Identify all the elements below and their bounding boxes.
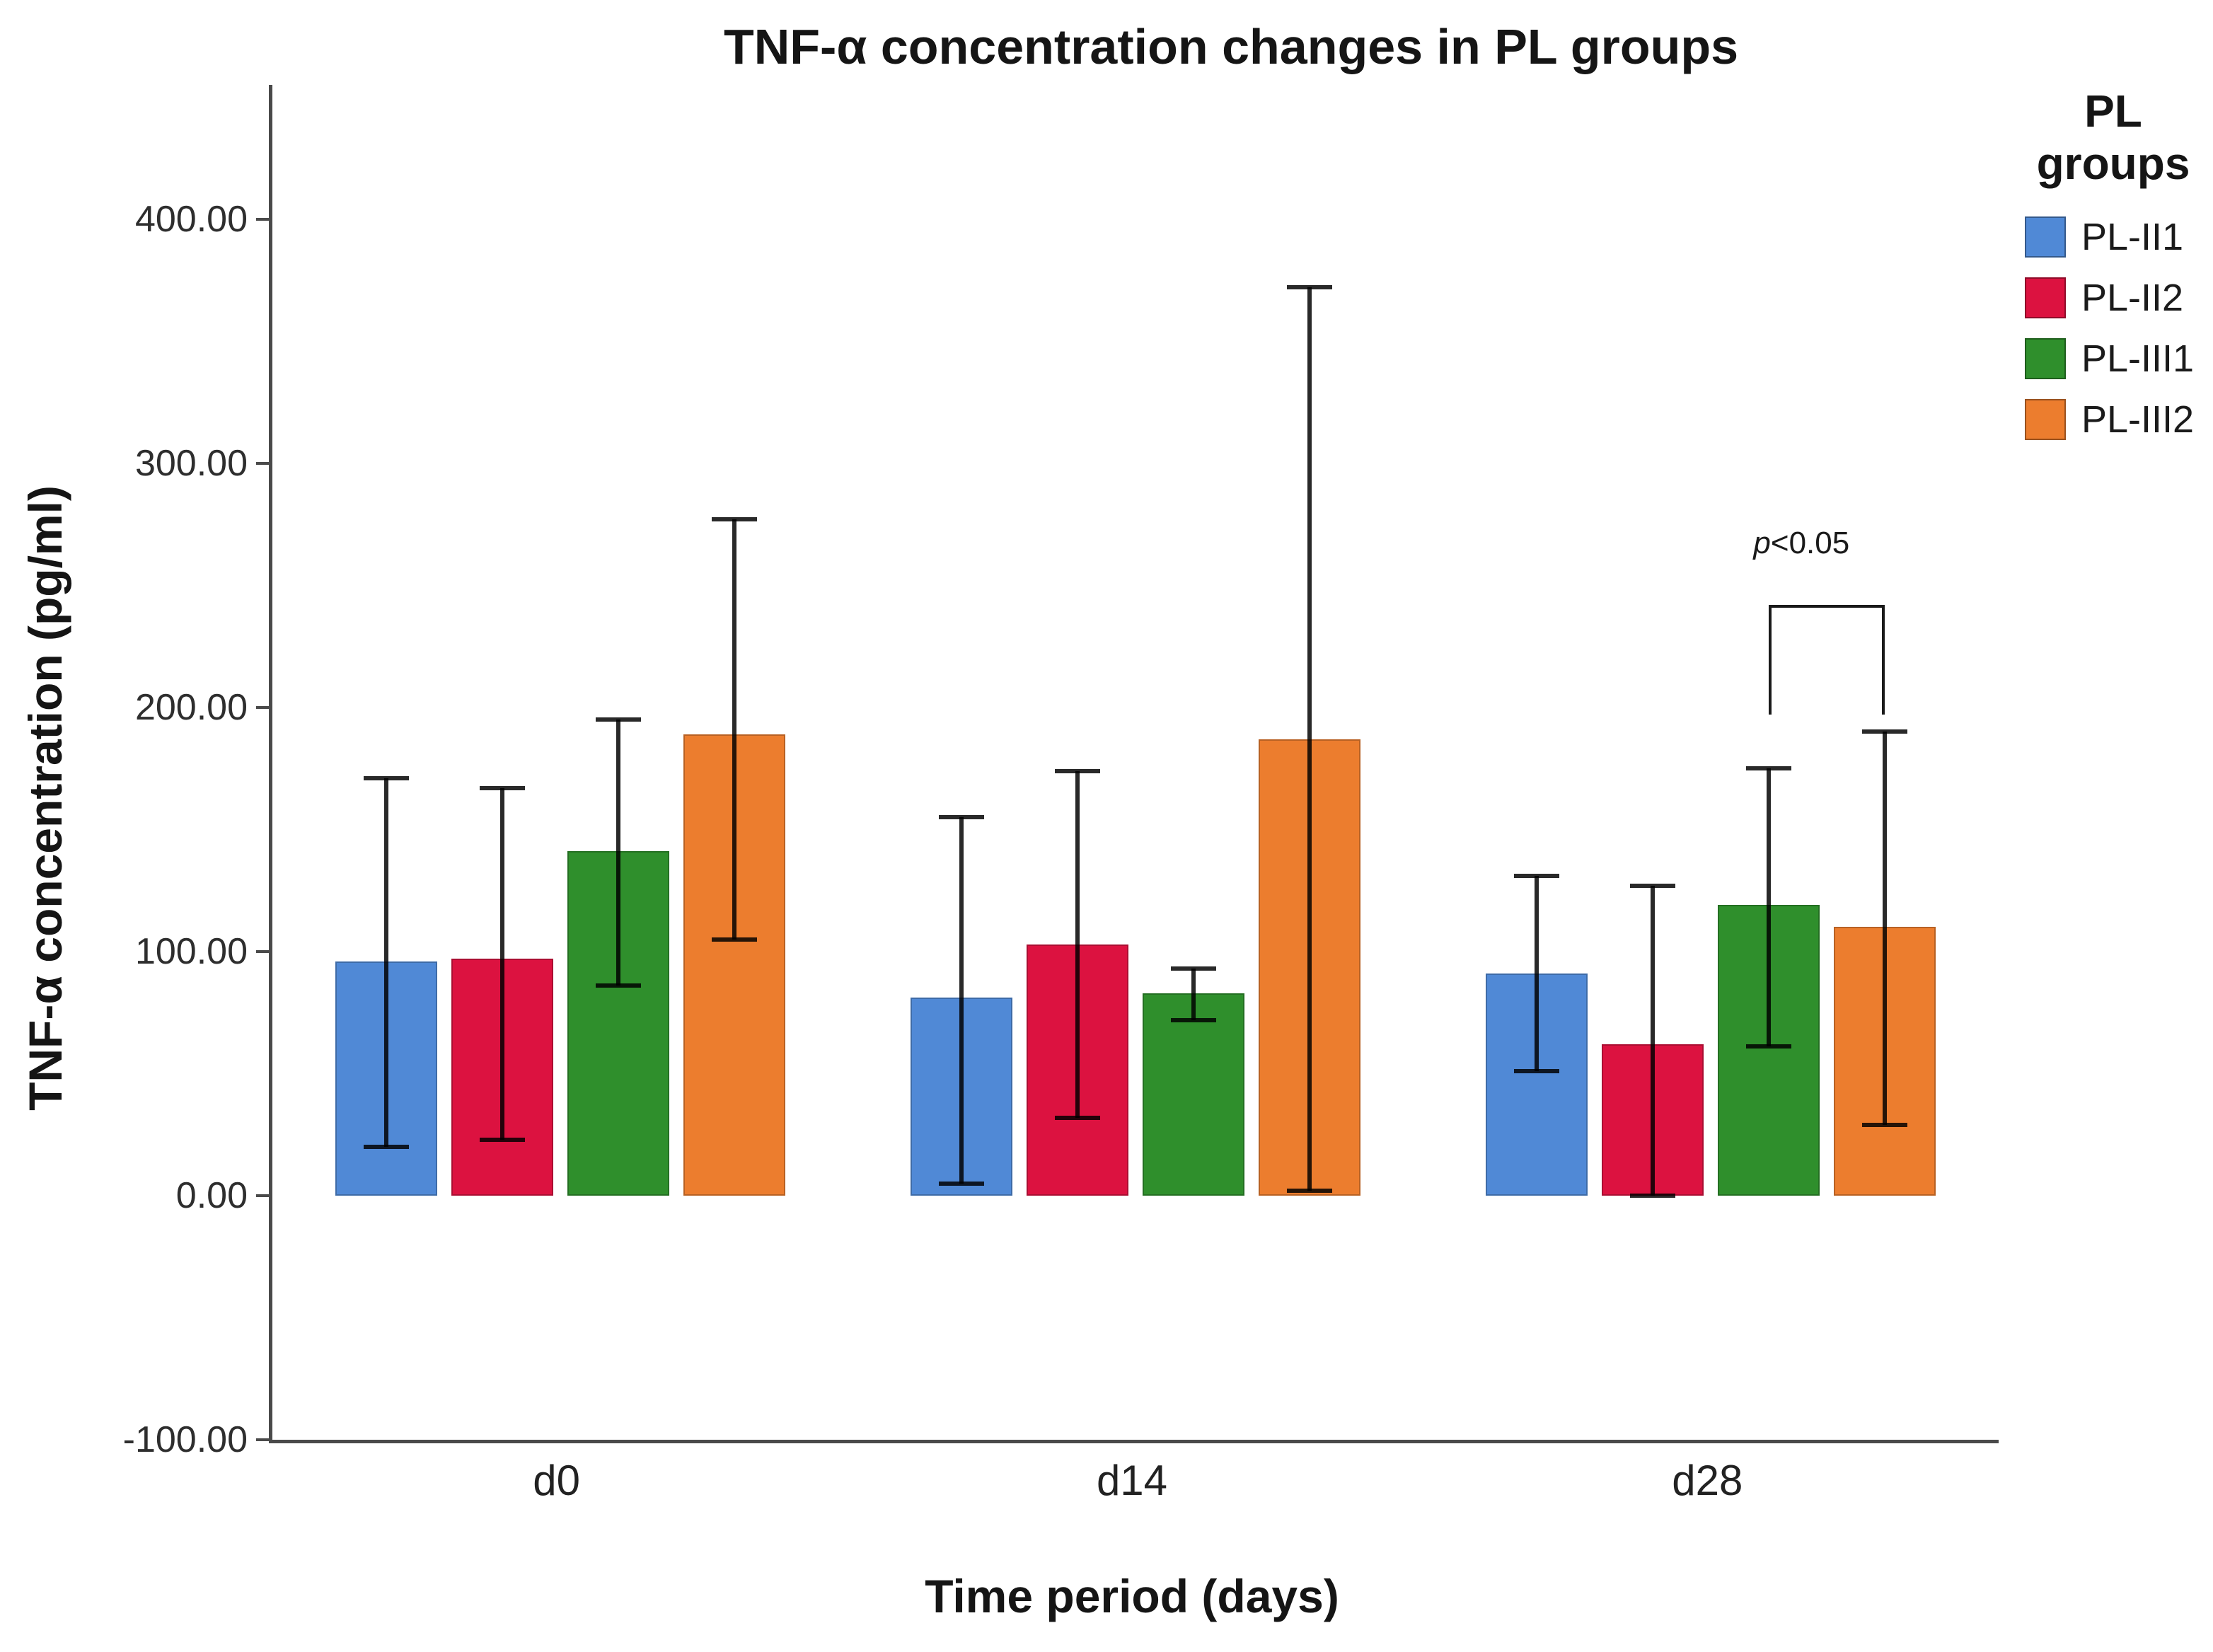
y-tick-label: 400.00 <box>134 198 248 240</box>
legend-title: PL groups <box>2036 86 2190 189</box>
legend-swatch-pl-ii2 <box>2025 277 2066 318</box>
error-bar-pl-iii2-d28 <box>1883 732 1888 1125</box>
x-tick-label: d0 <box>533 1457 581 1504</box>
x-tick-label: d14 <box>1096 1457 1168 1504</box>
error-bar-pl-ii2-d14 <box>1075 770 1080 1118</box>
error-bar-pl-ii2-d28 <box>1651 885 1656 1196</box>
error-bar-cap <box>1630 883 1676 888</box>
significance-label: p<0.05 <box>1695 526 1907 561</box>
error-bar-pl-ii1-d14 <box>959 817 964 1184</box>
chart-title: TNF-α concentration changes in PL groups <box>723 19 1739 74</box>
error-bar-cap <box>1055 768 1100 773</box>
error-bar-cap <box>479 785 525 790</box>
y-tick-mark <box>256 705 269 709</box>
significance-bracket <box>1769 604 1885 715</box>
error-bar-cap <box>363 775 409 780</box>
error-bar-cap <box>1514 1068 1560 1073</box>
error-bar-cap <box>1171 966 1216 971</box>
y-tick-mark <box>256 217 269 221</box>
error-bar-cap <box>1171 1017 1216 1022</box>
error-bar-cap <box>1862 1122 1908 1127</box>
error-bar-cap <box>939 815 984 820</box>
error-bar-pl-iii1-d14 <box>1191 969 1196 1020</box>
error-bar-pl-iii2-d14 <box>1307 287 1312 1191</box>
y-tick-label: 0.00 <box>175 1174 248 1216</box>
error-bar-cap <box>711 517 757 522</box>
plot-area: p<0.05 <box>269 85 1999 1443</box>
bar-pl-iii2-d0 <box>683 734 785 1196</box>
error-bar-cap <box>363 1144 409 1149</box>
legend-item-pl-iii2: PL-III2 <box>2025 398 2209 441</box>
x-axis-title: Time period (days) <box>925 1570 1339 1622</box>
bar-pl-iii1-d14 <box>1143 993 1244 1196</box>
error-bar-cap <box>595 717 641 722</box>
error-bar-cap <box>1746 1044 1792 1049</box>
error-bar-pl-ii2-d0 <box>499 787 504 1140</box>
error-bar-pl-ii1-d28 <box>1535 875 1539 1071</box>
error-bar-pl-ii1-d0 <box>383 778 388 1147</box>
y-tick-label: 100.00 <box>134 930 248 972</box>
legend: PL groups PL-II1 PL-II2 PL-III1 PL-III2 <box>2025 85 2209 458</box>
error-bar-cap <box>1746 766 1792 771</box>
y-tick-mark <box>256 1194 269 1197</box>
error-bar-pl-iii1-d28 <box>1767 768 1772 1047</box>
legend-item-pl-ii2: PL-II2 <box>2025 276 2209 320</box>
y-tick-mark <box>256 949 269 953</box>
error-bar-cap <box>1055 1115 1100 1120</box>
significance-p: p <box>1753 525 1771 560</box>
legend-item-pl-iii1: PL-III1 <box>2025 337 2209 381</box>
error-bar-cap <box>1514 873 1560 878</box>
legend-label-pl-iii1: PL-III1 <box>2081 337 2195 380</box>
error-bar-cap <box>595 983 641 988</box>
error-bar-cap <box>1630 1193 1676 1198</box>
y-tick-mark <box>256 461 269 465</box>
error-bar-cap <box>939 1181 984 1186</box>
significance-value: <0.05 <box>1770 525 1850 560</box>
error-bar-cap <box>1287 285 1332 290</box>
y-tick-label: 300.00 <box>134 442 248 484</box>
error-bar-cap <box>479 1137 525 1142</box>
y-axis-title: TNF-α concentration (pg/ml) <box>19 485 71 1111</box>
y-tick-label: 200.00 <box>134 686 248 728</box>
error-bar-pl-iii2-d0 <box>732 519 736 940</box>
legend-swatch-pl-iii1 <box>2025 338 2066 379</box>
legend-swatch-pl-ii1 <box>2025 216 2066 258</box>
error-bar-cap <box>1862 729 1908 734</box>
legend-label-pl-iii2: PL-III2 <box>2081 398 2195 441</box>
legend-label-pl-ii2: PL-II2 <box>2081 277 2184 319</box>
error-bar-cap <box>1287 1189 1332 1194</box>
legend-swatch-pl-iii2 <box>2025 399 2066 440</box>
legend-item-pl-ii1: PL-II1 <box>2025 215 2209 259</box>
y-tick-mark <box>256 1438 269 1441</box>
y-tick-label: -100.00 <box>122 1419 248 1460</box>
legend-label-pl-ii1: PL-II1 <box>2081 216 2184 258</box>
error-bar-cap <box>711 937 757 942</box>
x-tick-label: d28 <box>1672 1457 1743 1504</box>
error-bar-pl-iii1-d0 <box>616 720 620 986</box>
